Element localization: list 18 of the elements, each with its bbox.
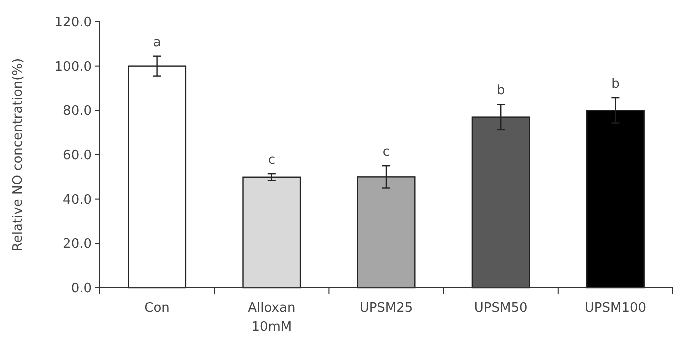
x-tick-label: UPSM50: [474, 301, 528, 316]
y-tick-label: 120.0: [54, 16, 92, 31]
annotation: a: [153, 35, 162, 50]
y-tick-label: 100.0: [54, 60, 92, 75]
y-axis-title: Relative NO concentration(%): [11, 58, 26, 252]
x-tick-label: UPSM25: [360, 301, 414, 316]
annotation: b: [612, 77, 620, 92]
x-tick-label: Alloxan 10mM: [248, 301, 296, 335]
y-tick-label: 60.0: [63, 148, 92, 164]
annotation: b: [496, 84, 506, 99]
annotation: c: [382, 145, 390, 160]
y-tick-label: 0.0: [71, 282, 92, 297]
y-tick-label: 20.0: [63, 237, 92, 252]
x-tick-label: Con: [144, 301, 170, 316]
x-tick-label: UPSM100: [584, 301, 647, 316]
y-tick-label: 40.0: [63, 192, 92, 208]
annotation: c: [268, 153, 276, 168]
y-tick-label: 80.0: [63, 104, 92, 120]
